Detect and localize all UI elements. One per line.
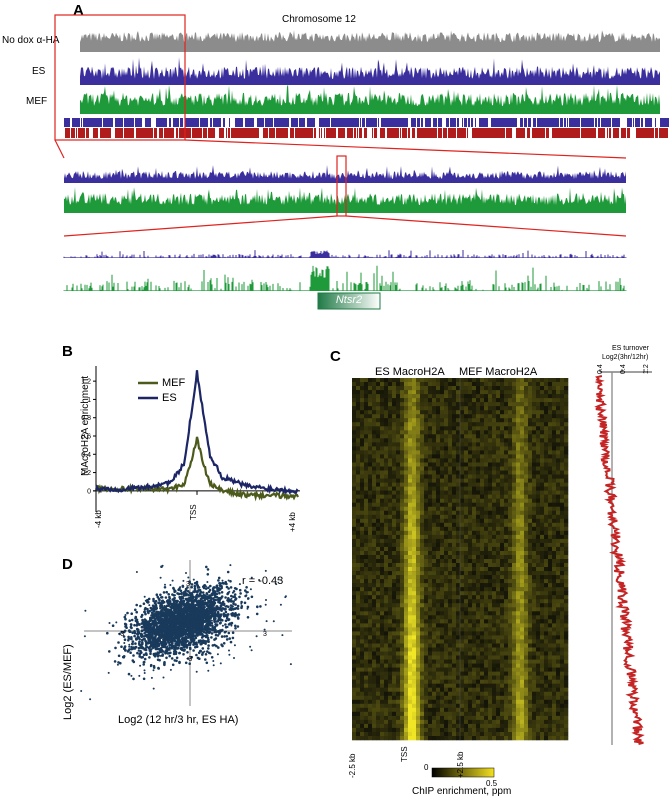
d-points — [80, 564, 292, 701]
panel-d-xlabel: Log2 (12 hr/3 hr, ES HA) — [118, 714, 239, 726]
b-ytick-label: 0.6 — [81, 434, 91, 441]
b-ytick-label: 0 — [87, 488, 91, 495]
colorbar-max: 0.5 — [486, 779, 498, 788]
b-ytick-label: 1.2 — [81, 379, 91, 386]
d-ytick-neg: -3 — [186, 656, 193, 663]
track-label-nodox: No dox α-HA — [2, 35, 60, 46]
track-nodox — [80, 30, 660, 52]
b-ytick-label: 0.2 — [81, 470, 91, 477]
chromosome-label: Chromosome 12 — [282, 14, 356, 25]
col-title-es: ES MacroH2A — [375, 366, 445, 378]
track-es — [80, 57, 660, 85]
correlation-label: r = -0.43 — [242, 575, 284, 587]
colorbar — [431, 767, 495, 778]
zoom2-track-es — [63, 250, 627, 258]
d-ytick-pos: 3 — [186, 581, 190, 588]
colorbar-label: ChIP enrichment, ppm — [412, 786, 512, 797]
panel-c-letter: C — [330, 348, 341, 365]
panel-d-letter: D — [62, 556, 73, 573]
annotation-bar-blue — [64, 118, 669, 127]
col-title-mef: MEF MacroH2A — [459, 366, 538, 378]
d-xtick-pos: 3 — [263, 631, 267, 638]
zoom-line-left-1 — [54, 139, 65, 159]
b-series-line-es — [94, 370, 299, 495]
zoom-box-2 — [336, 155, 347, 217]
b-ytick-label: 0.4 — [81, 452, 91, 459]
track-label-es: ES — [32, 66, 46, 77]
panel-a-letter: A — [73, 2, 84, 19]
d-xtick-neg: -3 — [118, 631, 125, 638]
track-mef — [80, 84, 660, 114]
gene-label: Ntsr2 — [335, 294, 363, 306]
turnover-sub: Log2(3hr/12hr) — [602, 354, 649, 361]
zoom-line-left-2 — [63, 215, 338, 237]
zoom2-track-mef — [63, 265, 627, 291]
legend-es-label: ES — [162, 392, 177, 404]
turnover-title: ES turnover — [612, 345, 649, 352]
zoom-box-1 — [54, 14, 186, 141]
b-ytick-label: 0.8 — [81, 415, 91, 422]
panel-a-tracks — [54, 14, 669, 310]
annotation-bar-red — [65, 128, 668, 138]
colorbar-min: 0 — [424, 763, 429, 772]
legend-mef-label: MEF — [162, 377, 186, 389]
track-label-mef: MEF — [26, 96, 48, 107]
panel-d-ylabel: Log2 (ES/MEF) — [62, 644, 74, 720]
b-ytick-label: 1 — [87, 397, 91, 404]
gene-ntsr2-box — [317, 292, 381, 310]
panel-b-chart: 1.2 1 0.8 0.6 0.4 0.2 0 — [81, 366, 300, 512]
zoom1-track-mef — [64, 187, 626, 213]
zoom1-track-es — [64, 165, 626, 183]
zoom-line-right-2 — [345, 215, 627, 237]
panel-b-letter: B — [62, 343, 73, 360]
zoom-line-right-1 — [184, 139, 627, 159]
turnover-trace — [594, 375, 645, 745]
